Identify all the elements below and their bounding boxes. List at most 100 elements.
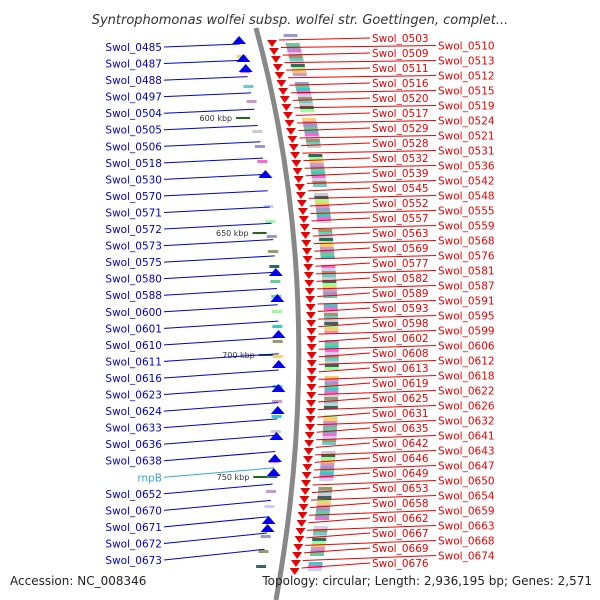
outer-feature-band (324, 385, 339, 388)
outer-feature-band (315, 208, 330, 211)
outer-feature-band (300, 109, 315, 112)
forward-gene-arrow (306, 392, 317, 399)
right-label-leader (311, 217, 371, 222)
right-label-leader (305, 172, 371, 177)
left-label-leader (163, 548, 265, 561)
forward-gene-arrow (303, 264, 314, 271)
right-label-leader (317, 300, 437, 305)
right-label-leader (310, 502, 371, 509)
right-gene-label: Swol_0643 (438, 446, 495, 458)
right-label-leader (301, 562, 371, 569)
forward-gene-arrow (276, 80, 287, 87)
left-gene-label: Swol_0518 (105, 158, 162, 170)
forward-gene-arrow (303, 456, 314, 463)
inner-feature-band (270, 280, 281, 283)
outer-feature-band (308, 157, 323, 160)
outer-feature-band (321, 265, 336, 268)
right-label-leader (318, 397, 371, 403)
outer-feature-band (309, 163, 324, 166)
left-label-leader (163, 271, 276, 280)
outer-feature-band (320, 256, 335, 259)
left-label-leader (163, 206, 270, 213)
right-gene-label: Swol_0650 (438, 476, 495, 488)
left-gene-label: Swol_0575 (105, 257, 162, 269)
scale-tick-label: 650 kbp (216, 229, 249, 238)
left-label-leader (163, 451, 276, 462)
right-label-leader (300, 142, 371, 147)
right-label-leader (314, 457, 371, 463)
forward-gene-arrow (289, 568, 300, 575)
outer-feature-band (285, 43, 300, 46)
outer-feature-band (312, 184, 327, 187)
accession-label: Accession: NC_008346 (10, 574, 146, 588)
outer-feature-band (317, 493, 332, 496)
outer-feature-band (322, 433, 337, 436)
forward-gene-arrow (297, 512, 308, 519)
left-gene-label: rnpB (137, 472, 162, 484)
right-label-leader (317, 412, 371, 418)
right-gene-label: Swol_0613 (372, 363, 429, 375)
right-gene-label: Swol_0598 (372, 318, 429, 330)
outer-feature-band (319, 478, 334, 481)
right-gene-label: Swol_0674 (438, 551, 495, 563)
left-label-leader (163, 353, 279, 362)
left-gene-label: Swol_0506 (105, 141, 162, 153)
forward-gene-arrow (303, 448, 314, 455)
left-label-leader (163, 369, 279, 379)
forward-gene-arrow (306, 352, 317, 359)
right-gene-label: Swol_0503 (372, 33, 429, 45)
forward-gene-arrow (293, 544, 304, 551)
right-gene-label: Swol_0626 (438, 401, 495, 413)
forward-gene-arrow (288, 144, 299, 151)
right-label-leader (315, 450, 437, 456)
outer-feature-band (316, 217, 331, 220)
outer-feature-band (302, 118, 317, 121)
outer-feature-band (320, 250, 335, 253)
outer-feature-band (323, 307, 338, 310)
left-label-leader (163, 434, 277, 445)
forward-gene-arrow (304, 432, 315, 439)
right-gene-label: Swol_0676 (372, 558, 429, 570)
left-gene-label: Swol_0570 (105, 191, 162, 203)
outer-feature-band (318, 232, 333, 235)
scale-tick-label: 700 kbp (222, 351, 255, 360)
right-gene-label: Swol_0589 (372, 288, 429, 300)
inner-feature-band (268, 250, 279, 253)
outer-feature-band (311, 172, 326, 175)
scale-ticks: 600 kbp 650 kbp 700 kbp 750 kbp (200, 114, 273, 482)
right-label-leader (313, 472, 371, 478)
right-gene-label: Swol_0618 (438, 371, 495, 383)
left-label-leader (163, 157, 264, 164)
right-label-leader (316, 285, 437, 290)
left-label-leader (163, 125, 258, 131)
right-gene-label: Swol_0524 (438, 116, 495, 128)
right-gene-label: Swol_0548 (438, 191, 495, 203)
left-label-leader (163, 499, 271, 511)
right-gene-label: Swol_0581 (438, 266, 495, 278)
reverse-gene-arrow (271, 330, 286, 338)
right-label-leader (317, 292, 371, 297)
forward-gene-arrow (305, 416, 316, 423)
right-label-leader (287, 75, 437, 79)
left-gene-label: Swol_0633 (105, 423, 162, 435)
right-gene-label: Swol_0587 (438, 281, 495, 293)
right-label-leader (316, 435, 437, 441)
forward-gene-arrow (272, 64, 283, 71)
forward-gene-arrow (294, 536, 305, 543)
outer-feature-band (317, 496, 332, 499)
outer-feature-band (312, 181, 327, 184)
outer-feature-band (324, 346, 339, 349)
outer-feature-band (289, 58, 304, 61)
right-label-leader (318, 367, 371, 373)
outer-feature-band (324, 340, 339, 343)
left-gene-label: Swol_0571 (105, 207, 162, 219)
left-gene-label: Swol_0636 (105, 439, 162, 451)
reverse-gene-arrow (269, 432, 284, 440)
scale-tick-label: 750 kbp (217, 473, 250, 482)
left-label-leader (163, 288, 277, 296)
right-label-leader (312, 232, 371, 237)
right-gene-label: Swol_0542 (438, 176, 495, 188)
right-label-leader (305, 540, 437, 546)
outer-feature-band (324, 325, 339, 328)
forward-gene-arrow (270, 56, 281, 63)
